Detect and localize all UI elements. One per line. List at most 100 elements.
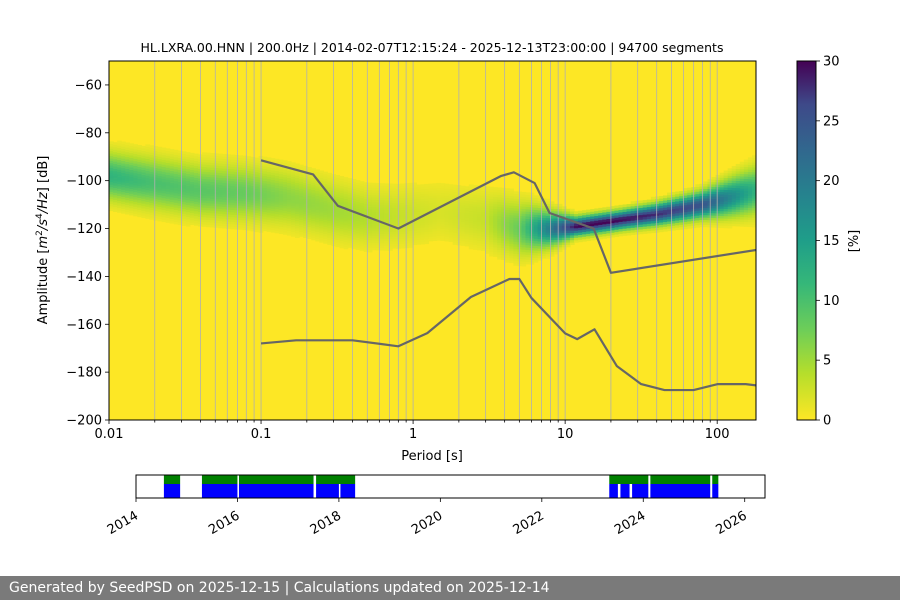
density-cell [408, 199, 413, 203]
density-cell [173, 180, 179, 184]
density-cell [448, 205, 454, 209]
density-cell [501, 228, 506, 232]
density-cell [339, 223, 345, 227]
density-cell [412, 204, 417, 207]
density-cell [618, 228, 624, 232]
density-cell [218, 201, 223, 205]
density-cell [424, 219, 430, 223]
density-cell [254, 212, 260, 216]
density-cell [654, 217, 660, 221]
density-cell [375, 247, 381, 251]
density-cell [537, 214, 543, 218]
density-cell [383, 233, 389, 237]
density-cell [343, 189, 349, 192]
available-segment [316, 484, 339, 498]
density-cell [125, 202, 130, 205]
density-cell [266, 190, 272, 194]
density-cell [133, 163, 138, 167]
density-cell [501, 187, 506, 191]
density-cell [347, 194, 353, 198]
density-cell [303, 211, 308, 214]
density-cell [307, 200, 312, 204]
density-cell [497, 254, 502, 258]
density-cell [250, 211, 256, 215]
density-cell [375, 230, 381, 234]
density-cell [444, 186, 450, 189]
density-cell [125, 142, 130, 146]
density-cell [157, 204, 163, 207]
density-cell [222, 165, 227, 169]
density-cell [129, 200, 134, 204]
density-cell [254, 160, 260, 163]
timeline-tick-label: 2018 [308, 508, 344, 538]
density-cell [125, 163, 130, 167]
density-cell [278, 195, 284, 199]
density-cell [743, 200, 749, 203]
density-cell [202, 205, 207, 208]
density-cell [121, 210, 126, 214]
density-cell [149, 152, 155, 156]
density-cell [169, 192, 175, 195]
density-cell [177, 150, 183, 154]
density-cell [335, 196, 341, 200]
density-cell [529, 233, 535, 237]
density-cell [181, 187, 187, 190]
density-cell [335, 194, 341, 197]
density-cell [363, 225, 369, 228]
density-cell [165, 157, 171, 161]
density-cell [731, 218, 737, 222]
density-cell [481, 236, 486, 239]
density-cell [602, 219, 607, 222]
density-cell [557, 230, 563, 233]
density-cell [226, 226, 231, 229]
density-cell [169, 182, 175, 186]
density-cell [323, 207, 328, 211]
density-cell [125, 178, 130, 182]
density-cell [743, 181, 749, 184]
density-cell [153, 196, 159, 200]
density-cell [485, 195, 490, 199]
density-cell [485, 186, 490, 190]
density-cell [165, 150, 171, 154]
density-cell [133, 146, 138, 150]
density-cell [181, 215, 187, 219]
density-cell [383, 185, 389, 189]
density-cell [464, 217, 470, 221]
density-cell [521, 263, 527, 267]
density-cell [383, 204, 389, 208]
density-cell [634, 217, 640, 221]
density-cell [311, 235, 316, 238]
density-cell [371, 242, 377, 246]
density-cell [711, 215, 717, 219]
density-cell [274, 221, 280, 224]
density-cell [432, 216, 438, 220]
density-cell [133, 168, 138, 171]
density-cell [703, 210, 709, 213]
density-cell [311, 194, 316, 198]
density-cell [440, 211, 446, 215]
density-cell [286, 230, 292, 234]
density-cell [481, 219, 486, 223]
density-cell [375, 221, 381, 225]
density-cell [505, 257, 510, 261]
density-cell [460, 188, 466, 191]
density-cell [505, 214, 510, 218]
density-cell [420, 220, 426, 223]
density-cell [428, 229, 434, 232]
density-cell [117, 207, 122, 211]
density-cell [169, 194, 175, 198]
density-cell [226, 214, 231, 217]
density-cell [202, 176, 207, 179]
density-cell [412, 201, 417, 205]
density-cell [448, 191, 454, 195]
density-cell [521, 251, 527, 255]
density-cell [626, 216, 632, 219]
density-cell [424, 210, 430, 213]
density-cell [420, 234, 426, 238]
density-cell [254, 219, 260, 223]
density-cell [109, 196, 114, 200]
density-cell [618, 221, 624, 225]
density-cell [416, 220, 421, 224]
density-cell [343, 215, 349, 219]
density-cell [727, 194, 733, 198]
